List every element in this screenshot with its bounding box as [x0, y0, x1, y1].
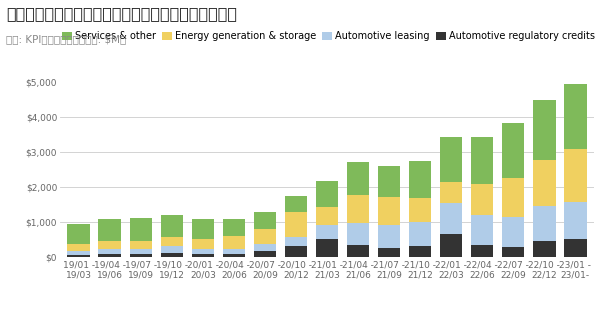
- Bar: [191, 249, 214, 254]
- Bar: [440, 182, 463, 203]
- Bar: [285, 246, 307, 257]
- Bar: [409, 222, 431, 247]
- Bar: [285, 237, 307, 246]
- Bar: [161, 238, 183, 246]
- Bar: [533, 206, 556, 242]
- Bar: [564, 84, 587, 148]
- Bar: [285, 212, 307, 237]
- Bar: [67, 255, 90, 257]
- Bar: [564, 239, 587, 257]
- Bar: [98, 219, 121, 241]
- Bar: [409, 247, 431, 257]
- Bar: [347, 195, 369, 223]
- Bar: [254, 244, 276, 251]
- Bar: [191, 219, 214, 239]
- Bar: [378, 225, 400, 248]
- Bar: [440, 203, 463, 234]
- Bar: [378, 166, 400, 197]
- Bar: [254, 212, 276, 229]
- Bar: [564, 148, 587, 202]
- Bar: [533, 242, 556, 257]
- Bar: [440, 234, 463, 257]
- Bar: [130, 217, 152, 241]
- Bar: [223, 254, 245, 257]
- Bar: [67, 244, 90, 251]
- Bar: [161, 253, 183, 257]
- Bar: [347, 162, 369, 195]
- Bar: [440, 137, 463, 182]
- Bar: [471, 137, 493, 184]
- Bar: [409, 161, 431, 198]
- Bar: [533, 160, 556, 206]
- Bar: [347, 223, 369, 245]
- Bar: [67, 251, 90, 255]
- Bar: [223, 219, 245, 236]
- Bar: [502, 248, 524, 257]
- Bar: [98, 249, 121, 254]
- Bar: [347, 245, 369, 257]
- Bar: [130, 248, 152, 254]
- Bar: [191, 254, 214, 257]
- Bar: [471, 214, 493, 246]
- Bar: [254, 251, 276, 257]
- Bar: [223, 249, 245, 254]
- Bar: [98, 241, 121, 249]
- Bar: [502, 123, 524, 178]
- Bar: [285, 196, 307, 212]
- Bar: [161, 215, 183, 238]
- Bar: [564, 202, 587, 239]
- Bar: [378, 248, 400, 257]
- Bar: [161, 246, 183, 253]
- Bar: [67, 224, 90, 244]
- Bar: [533, 100, 556, 160]
- Bar: [316, 225, 338, 239]
- Text: 出典: KPIデータベース（単位: $M）: 出典: KPIデータベース（単位: $M）: [6, 35, 126, 45]
- Bar: [98, 254, 121, 257]
- Bar: [191, 239, 214, 249]
- Bar: [254, 229, 276, 244]
- Bar: [130, 241, 152, 248]
- Bar: [502, 178, 524, 216]
- Bar: [316, 239, 338, 257]
- Legend: Services & other, Energy generation & storage, Automotive leasing, Automotive re: Services & other, Energy generation & st…: [62, 31, 595, 41]
- Bar: [316, 181, 338, 208]
- Bar: [378, 197, 400, 225]
- Bar: [471, 246, 493, 257]
- Bar: [471, 184, 493, 214]
- Bar: [316, 208, 338, 225]
- Bar: [409, 198, 431, 222]
- Bar: [502, 216, 524, 248]
- Bar: [223, 236, 245, 249]
- Bar: [130, 254, 152, 257]
- Text: テスラのセグメント別売上推移（自動車販売を除く）: テスラのセグメント別売上推移（自動車販売を除く）: [6, 7, 237, 21]
